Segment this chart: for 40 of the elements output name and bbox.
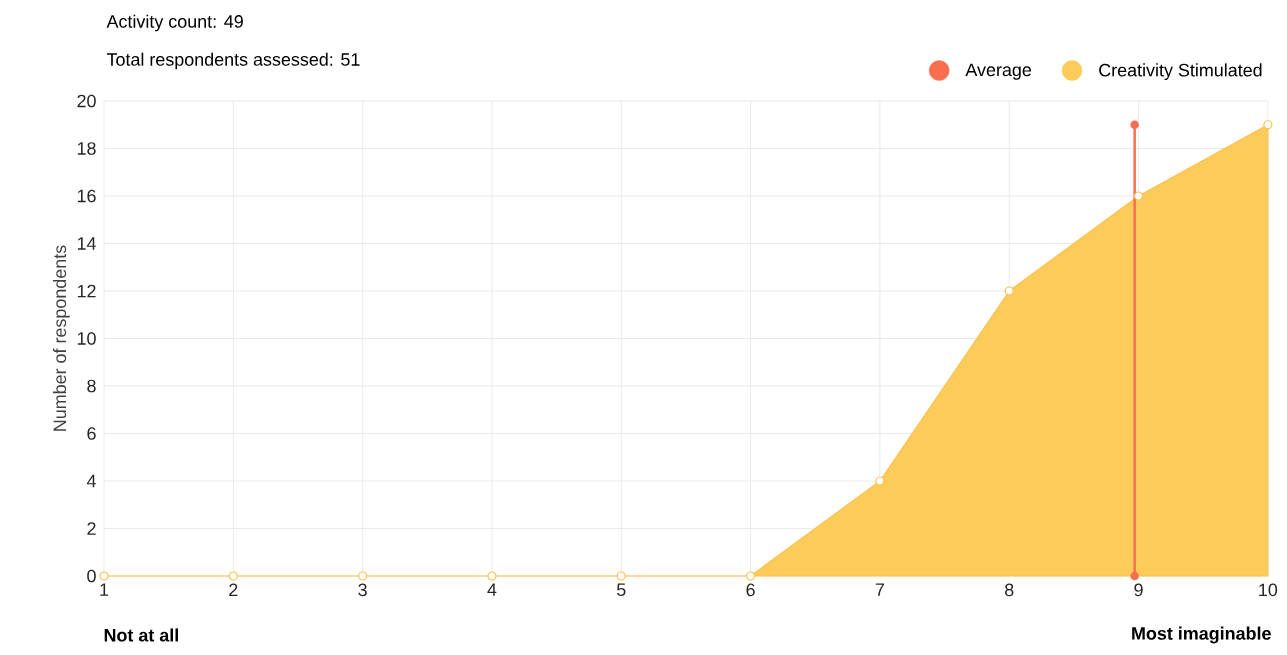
point [875, 476, 885, 486]
point [1004, 286, 1014, 296]
point [745, 571, 756, 581]
y-axis-title: Number of respondents [52, 245, 70, 431]
point [358, 571, 368, 581]
text: Activity count: 49 [106, 14, 243, 32]
y-tick-label: 6 [87, 427, 96, 440]
point [1130, 120, 1139, 129]
x-tick-label: 8 [1005, 583, 1014, 597]
point [487, 571, 497, 581]
x-tick-label: 4 [487, 583, 497, 596]
point [99, 571, 109, 581]
y-tick-label: 20 [77, 94, 96, 108]
point [1130, 571, 1139, 581]
point [1263, 120, 1273, 130]
x-tick-label: 7 [875, 583, 884, 596]
text: Total respondents assessed: 51 [106, 52, 360, 70]
text: Most imaginable [1132, 626, 1271, 644]
x-tick-label: 6 [746, 583, 755, 597]
x-tick-label: 1 [100, 583, 109, 596]
y-tick-label: 10 [77, 332, 96, 345]
x-tick-label: 9 [1134, 583, 1143, 597]
x-tick-label: 2 [229, 583, 238, 597]
legend-label: Average [965, 63, 1032, 80]
y-tick-label: 4 [86, 474, 96, 488]
point [616, 571, 626, 581]
y-tick-label: 8 [87, 379, 96, 393]
point [228, 571, 238, 581]
y-tick-label: 18 [77, 142, 96, 155]
y-tick-label: 14 [77, 237, 96, 250]
y-tick-label: 12 [77, 284, 96, 298]
y-tick-label: 0 [87, 569, 96, 583]
x-tick-label: 3 [358, 583, 367, 597]
x-tick-label: 5 [617, 583, 626, 597]
legend-label: Creativity Stimulated [1099, 63, 1262, 81]
x-tick-label: 10 [1259, 583, 1278, 597]
y-tick-label: 2 [87, 522, 96, 535]
text: Not at all [104, 628, 178, 642]
y-tick-label: 16 [77, 189, 96, 203]
point [1133, 191, 1144, 201]
